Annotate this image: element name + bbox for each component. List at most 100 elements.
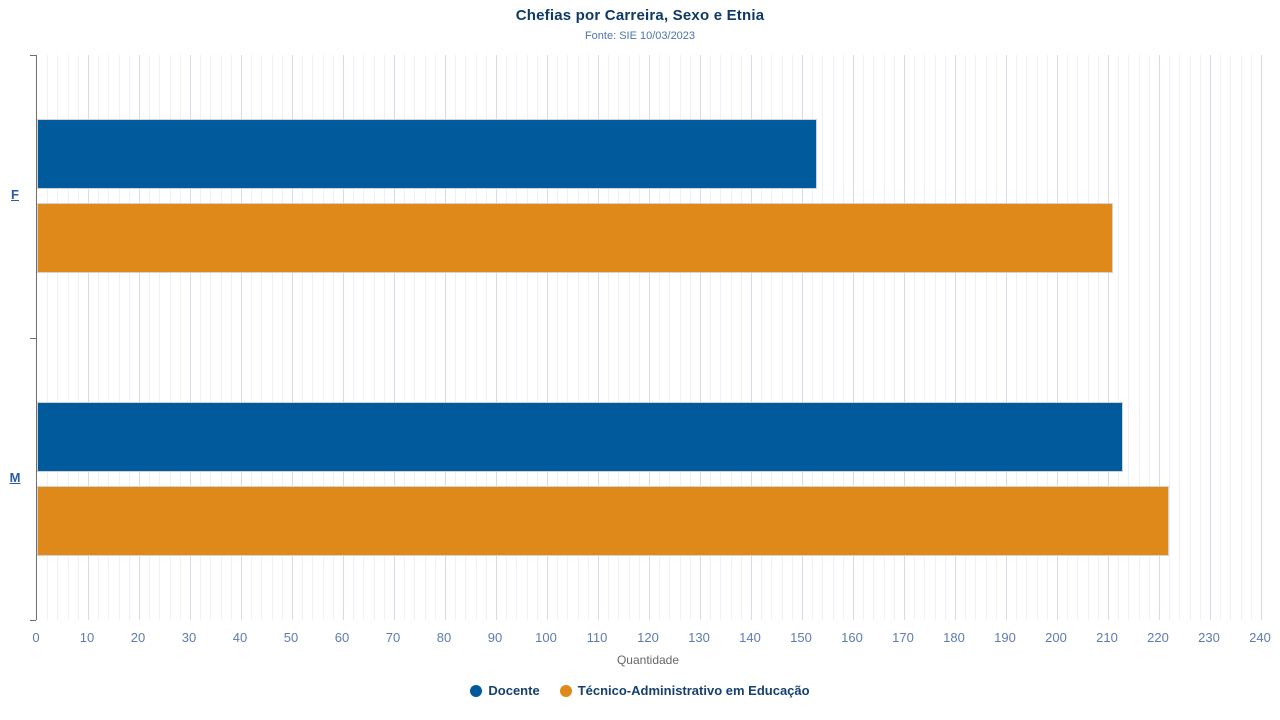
gridline-minor: [629, 55, 630, 620]
bar-t-cnico-administrativo-em-educa-o-m[interactable]: [37, 486, 1169, 556]
x-tick-label: 30: [181, 630, 197, 645]
gridline-minor: [1026, 55, 1027, 620]
y-category-label-f[interactable]: F: [11, 187, 19, 202]
gridline-major: [292, 55, 293, 620]
x-tick-label: 190: [994, 630, 1016, 645]
bar-docente-m[interactable]: [37, 402, 1123, 472]
gridline-minor: [965, 55, 966, 620]
gridline-major: [853, 55, 854, 620]
gridline-minor: [1251, 55, 1252, 620]
gridline-minor: [792, 55, 793, 620]
gridline-minor: [210, 55, 211, 620]
gridline-minor: [1230, 55, 1231, 620]
legend-label-tae: Técnico-Administrativo em Educação: [577, 683, 810, 698]
gridline-minor: [414, 55, 415, 620]
gridline-minor: [578, 55, 579, 620]
gridline-minor: [1149, 55, 1150, 620]
x-tick-label: 130: [688, 630, 710, 645]
gridline-minor: [435, 55, 436, 620]
y-category-label-m[interactable]: M: [9, 470, 21, 485]
gridline-minor: [618, 55, 619, 620]
gridline-major: [751, 55, 752, 620]
gridline-minor: [884, 55, 885, 620]
gridline-minor: [924, 55, 925, 620]
gridline-major: [241, 55, 242, 620]
gridline-minor: [822, 55, 823, 620]
gridline-minor: [1067, 55, 1068, 620]
gridline-minor: [1118, 55, 1119, 620]
gridline-minor: [516, 55, 517, 620]
gridline-major: [1006, 55, 1007, 620]
gridline-minor: [129, 55, 130, 620]
gridline-minor: [384, 55, 385, 620]
x-tick-label: 20: [130, 630, 146, 645]
x-tick-label: 90: [487, 630, 503, 645]
gridline-minor: [873, 55, 874, 620]
gridline-minor: [863, 55, 864, 620]
gridline-major: [955, 55, 956, 620]
gridline-minor: [975, 55, 976, 620]
gridline-minor: [761, 55, 762, 620]
gridline-minor: [812, 55, 813, 620]
gridline-minor: [659, 55, 660, 620]
x-tick-label: 80: [436, 630, 452, 645]
legend-item-docente[interactable]: Docente: [470, 683, 540, 698]
gridline-major: [1210, 55, 1211, 620]
gridline-minor: [425, 55, 426, 620]
x-tick-label: 50: [283, 630, 299, 645]
gridline-minor: [720, 55, 721, 620]
gridline-minor: [312, 55, 313, 620]
gridline-minor: [1220, 55, 1221, 620]
legend-item-tae[interactable]: Técnico-Administrativo em Educação: [559, 683, 810, 698]
gridline-minor: [108, 55, 109, 620]
gridline-minor: [323, 55, 324, 620]
gridline-minor: [1179, 55, 1180, 620]
gridline-minor: [282, 55, 283, 620]
gridline-minor: [914, 55, 915, 620]
gridline-minor: [1128, 55, 1129, 620]
chart-title: Chefias por Carreira, Sexo e Etnia: [515, 7, 765, 24]
chart-subtitle: Fonte: SIE 10/03/2023: [584, 30, 696, 42]
x-tick-label: 70: [385, 630, 401, 645]
gridline-minor: [119, 55, 120, 620]
x-tick-label: 200: [1045, 630, 1067, 645]
bar-docente-f[interactable]: [37, 119, 817, 189]
gridline-major: [1057, 55, 1058, 620]
x-tick-label: 150: [790, 630, 812, 645]
gridline-minor: [833, 55, 834, 620]
gridline-major: [649, 55, 650, 620]
gridline-major: [88, 55, 89, 620]
gridline-minor: [159, 55, 160, 620]
gridline-minor: [486, 55, 487, 620]
gridline-minor: [374, 55, 375, 620]
x-tick-label: 10: [79, 630, 95, 645]
x-tick-label: 0: [32, 630, 40, 645]
legend: Docente Técnico-Administrativo em Educaç…: [0, 683, 1280, 698]
gridline-major: [394, 55, 395, 620]
gridline-minor: [639, 55, 640, 620]
gridline-major: [139, 55, 140, 620]
gridline-major: [1261, 55, 1262, 620]
gridline-major: [1108, 55, 1109, 620]
gridline-minor: [333, 55, 334, 620]
gridline-major: [598, 55, 599, 620]
gridline-minor: [669, 55, 670, 620]
gridline-minor: [1200, 55, 1201, 620]
x-tick-label: 240: [1249, 630, 1271, 645]
gridline-minor: [1241, 55, 1242, 620]
gridline-minor: [986, 55, 987, 620]
x-tick-label: 110: [586, 630, 608, 645]
x-tick-label: 160: [841, 630, 863, 645]
gridline-minor: [710, 55, 711, 620]
gridline-minor: [527, 55, 528, 620]
x-tick-label: 40: [232, 630, 248, 645]
gridline-minor: [251, 55, 252, 620]
gridline-major: [802, 55, 803, 620]
gridline-minor: [741, 55, 742, 620]
bar-t-cnico-administrativo-em-educa-o-f[interactable]: [37, 203, 1113, 273]
y-axis-tick: [30, 55, 36, 56]
gridline-minor: [1016, 55, 1017, 620]
y-axis-tick: [30, 338, 36, 339]
gridline-minor: [588, 55, 589, 620]
gridline-minor: [476, 55, 477, 620]
